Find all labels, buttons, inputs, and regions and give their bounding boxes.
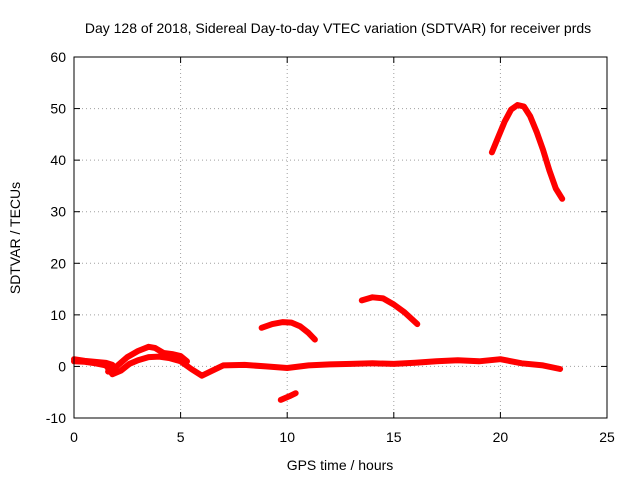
- y-tick-label: 40: [50, 152, 66, 168]
- series-line-start-segment: [71, 356, 116, 368]
- y-tick-label: 10: [50, 307, 66, 323]
- x-tick-label: 20: [493, 429, 509, 445]
- series-line-arc-10h: [258, 319, 318, 343]
- grid: [74, 57, 607, 418]
- x-tick-label: 15: [386, 429, 402, 445]
- x-tick-label: 5: [177, 429, 185, 445]
- y-axis-label: SDTVAR / TECUs: [7, 182, 23, 294]
- y-tick-label: 60: [50, 49, 66, 65]
- y-tick-label: -10: [46, 410, 66, 426]
- x-axis-label: GPS time / hours: [287, 457, 394, 473]
- plot-frame: [73, 56, 608, 419]
- chart-title: Day 128 of 2018, Sidereal Day-to-day VTE…: [85, 20, 591, 36]
- x-tick-label: 10: [279, 429, 295, 445]
- y-tick-label: 50: [50, 101, 66, 117]
- series-line-hump-early: [105, 343, 190, 375]
- y-tick-label: 0: [58, 358, 66, 374]
- series-line-arc-14h: [358, 294, 421, 328]
- x-tick-label: 25: [599, 429, 615, 445]
- y-tick-label: 20: [50, 255, 66, 271]
- data-series: [71, 102, 566, 403]
- series-line-peak-21h: [488, 102, 566, 202]
- x-tick-label: 0: [70, 429, 78, 445]
- y-tick-label: 30: [50, 204, 66, 220]
- series-line-dip-10h: [277, 390, 299, 403]
- series-line-baseline-a: [71, 353, 564, 379]
